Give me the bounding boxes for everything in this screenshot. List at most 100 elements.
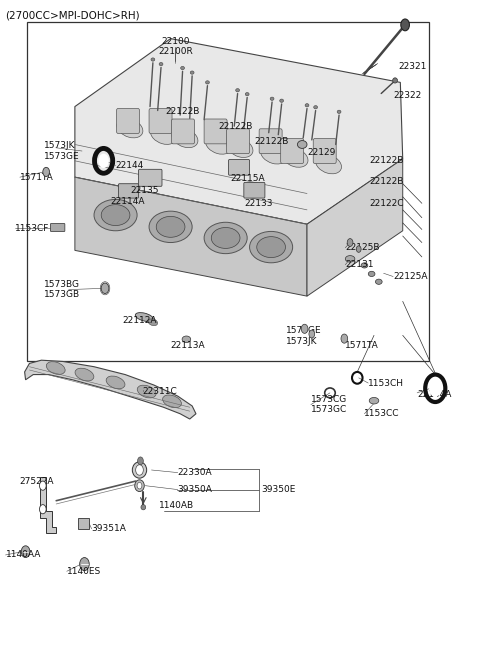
Circle shape — [21, 546, 30, 557]
Text: 22122B: 22122B — [166, 107, 200, 117]
Ellipse shape — [47, 362, 65, 375]
Ellipse shape — [141, 504, 146, 510]
Text: 1140AA: 1140AA — [5, 550, 41, 559]
Ellipse shape — [305, 103, 309, 107]
Ellipse shape — [345, 255, 355, 262]
Ellipse shape — [75, 368, 94, 381]
Text: 22122B: 22122B — [369, 178, 404, 186]
Ellipse shape — [429, 380, 442, 397]
Polygon shape — [40, 477, 56, 533]
Text: 22112A: 22112A — [123, 316, 157, 326]
Ellipse shape — [117, 119, 143, 138]
Ellipse shape — [137, 385, 156, 398]
Ellipse shape — [270, 97, 274, 100]
FancyBboxPatch shape — [244, 182, 265, 198]
Text: 22122B: 22122B — [218, 122, 253, 131]
FancyBboxPatch shape — [227, 129, 250, 154]
Ellipse shape — [369, 398, 379, 404]
Ellipse shape — [135, 312, 153, 322]
Text: 1153CF: 1153CF — [15, 223, 49, 233]
Polygon shape — [307, 159, 403, 296]
Circle shape — [347, 238, 353, 246]
Circle shape — [39, 504, 46, 514]
Text: 22122C: 22122C — [369, 199, 404, 208]
Ellipse shape — [205, 81, 209, 84]
Circle shape — [309, 330, 315, 338]
Ellipse shape — [368, 271, 375, 276]
Text: 1573CG
1573GC: 1573CG 1573GC — [311, 395, 347, 415]
Text: 22135: 22135 — [130, 186, 158, 195]
Text: 1571TA: 1571TA — [345, 341, 379, 350]
Ellipse shape — [257, 236, 286, 257]
Text: 22122B: 22122B — [369, 157, 404, 165]
FancyBboxPatch shape — [117, 109, 140, 134]
Text: 22133: 22133 — [245, 199, 273, 208]
Ellipse shape — [172, 128, 198, 147]
FancyBboxPatch shape — [27, 22, 429, 362]
Text: 22144: 22144 — [116, 161, 144, 170]
Ellipse shape — [314, 105, 318, 109]
FancyBboxPatch shape — [119, 183, 139, 198]
Polygon shape — [75, 177, 307, 296]
Ellipse shape — [282, 148, 308, 167]
FancyBboxPatch shape — [139, 170, 162, 186]
Ellipse shape — [149, 211, 192, 242]
Ellipse shape — [261, 145, 287, 164]
Circle shape — [301, 324, 308, 333]
Ellipse shape — [315, 155, 341, 174]
FancyBboxPatch shape — [149, 109, 172, 134]
Text: 22122B: 22122B — [254, 137, 289, 145]
FancyBboxPatch shape — [228, 160, 250, 175]
Polygon shape — [75, 39, 403, 224]
Ellipse shape — [401, 19, 409, 31]
Ellipse shape — [136, 465, 144, 476]
Ellipse shape — [182, 336, 191, 343]
Circle shape — [80, 557, 89, 571]
Ellipse shape — [250, 231, 293, 263]
Ellipse shape — [236, 88, 240, 92]
Ellipse shape — [211, 227, 240, 248]
Ellipse shape — [135, 480, 144, 491]
Text: 22321: 22321 — [398, 62, 426, 71]
Ellipse shape — [375, 279, 382, 284]
Ellipse shape — [280, 99, 284, 102]
Ellipse shape — [245, 92, 249, 96]
Text: 22113A: 22113A — [170, 341, 205, 350]
Text: 1571TA: 1571TA — [20, 173, 54, 181]
Text: 22144A: 22144A — [417, 390, 452, 399]
Circle shape — [43, 168, 49, 176]
Ellipse shape — [132, 462, 147, 478]
Ellipse shape — [150, 125, 176, 144]
Ellipse shape — [180, 66, 184, 69]
Ellipse shape — [94, 199, 137, 231]
Text: 1153CH: 1153CH — [368, 379, 404, 388]
Ellipse shape — [190, 71, 194, 74]
Text: 1573JK
1573GE: 1573JK 1573GE — [44, 141, 79, 160]
Ellipse shape — [101, 204, 130, 225]
Ellipse shape — [137, 482, 142, 489]
Ellipse shape — [204, 222, 247, 253]
Text: 1573GE
1573JK: 1573GE 1573JK — [286, 326, 321, 346]
Text: 39350E: 39350E — [262, 485, 296, 494]
Text: 1140AB: 1140AB — [158, 501, 194, 510]
Text: 22125A: 22125A — [393, 272, 428, 281]
FancyBboxPatch shape — [313, 139, 336, 164]
Text: 22322: 22322 — [393, 91, 421, 100]
Polygon shape — [24, 360, 196, 419]
Text: 39350A: 39350A — [178, 485, 213, 494]
Text: (2700CC>MPI-DOHC>RH): (2700CC>MPI-DOHC>RH) — [5, 10, 140, 20]
FancyBboxPatch shape — [50, 223, 65, 231]
Text: 1140ES: 1140ES — [67, 567, 101, 576]
Ellipse shape — [205, 135, 231, 154]
Ellipse shape — [337, 110, 341, 113]
Ellipse shape — [227, 138, 253, 157]
Circle shape — [356, 246, 361, 252]
Ellipse shape — [156, 216, 185, 237]
FancyBboxPatch shape — [171, 119, 194, 144]
Ellipse shape — [159, 62, 163, 66]
Circle shape — [39, 481, 46, 490]
Text: 22114A: 22114A — [111, 197, 145, 206]
Text: 22125B: 22125B — [345, 243, 380, 252]
FancyBboxPatch shape — [78, 518, 89, 529]
Circle shape — [341, 334, 348, 343]
